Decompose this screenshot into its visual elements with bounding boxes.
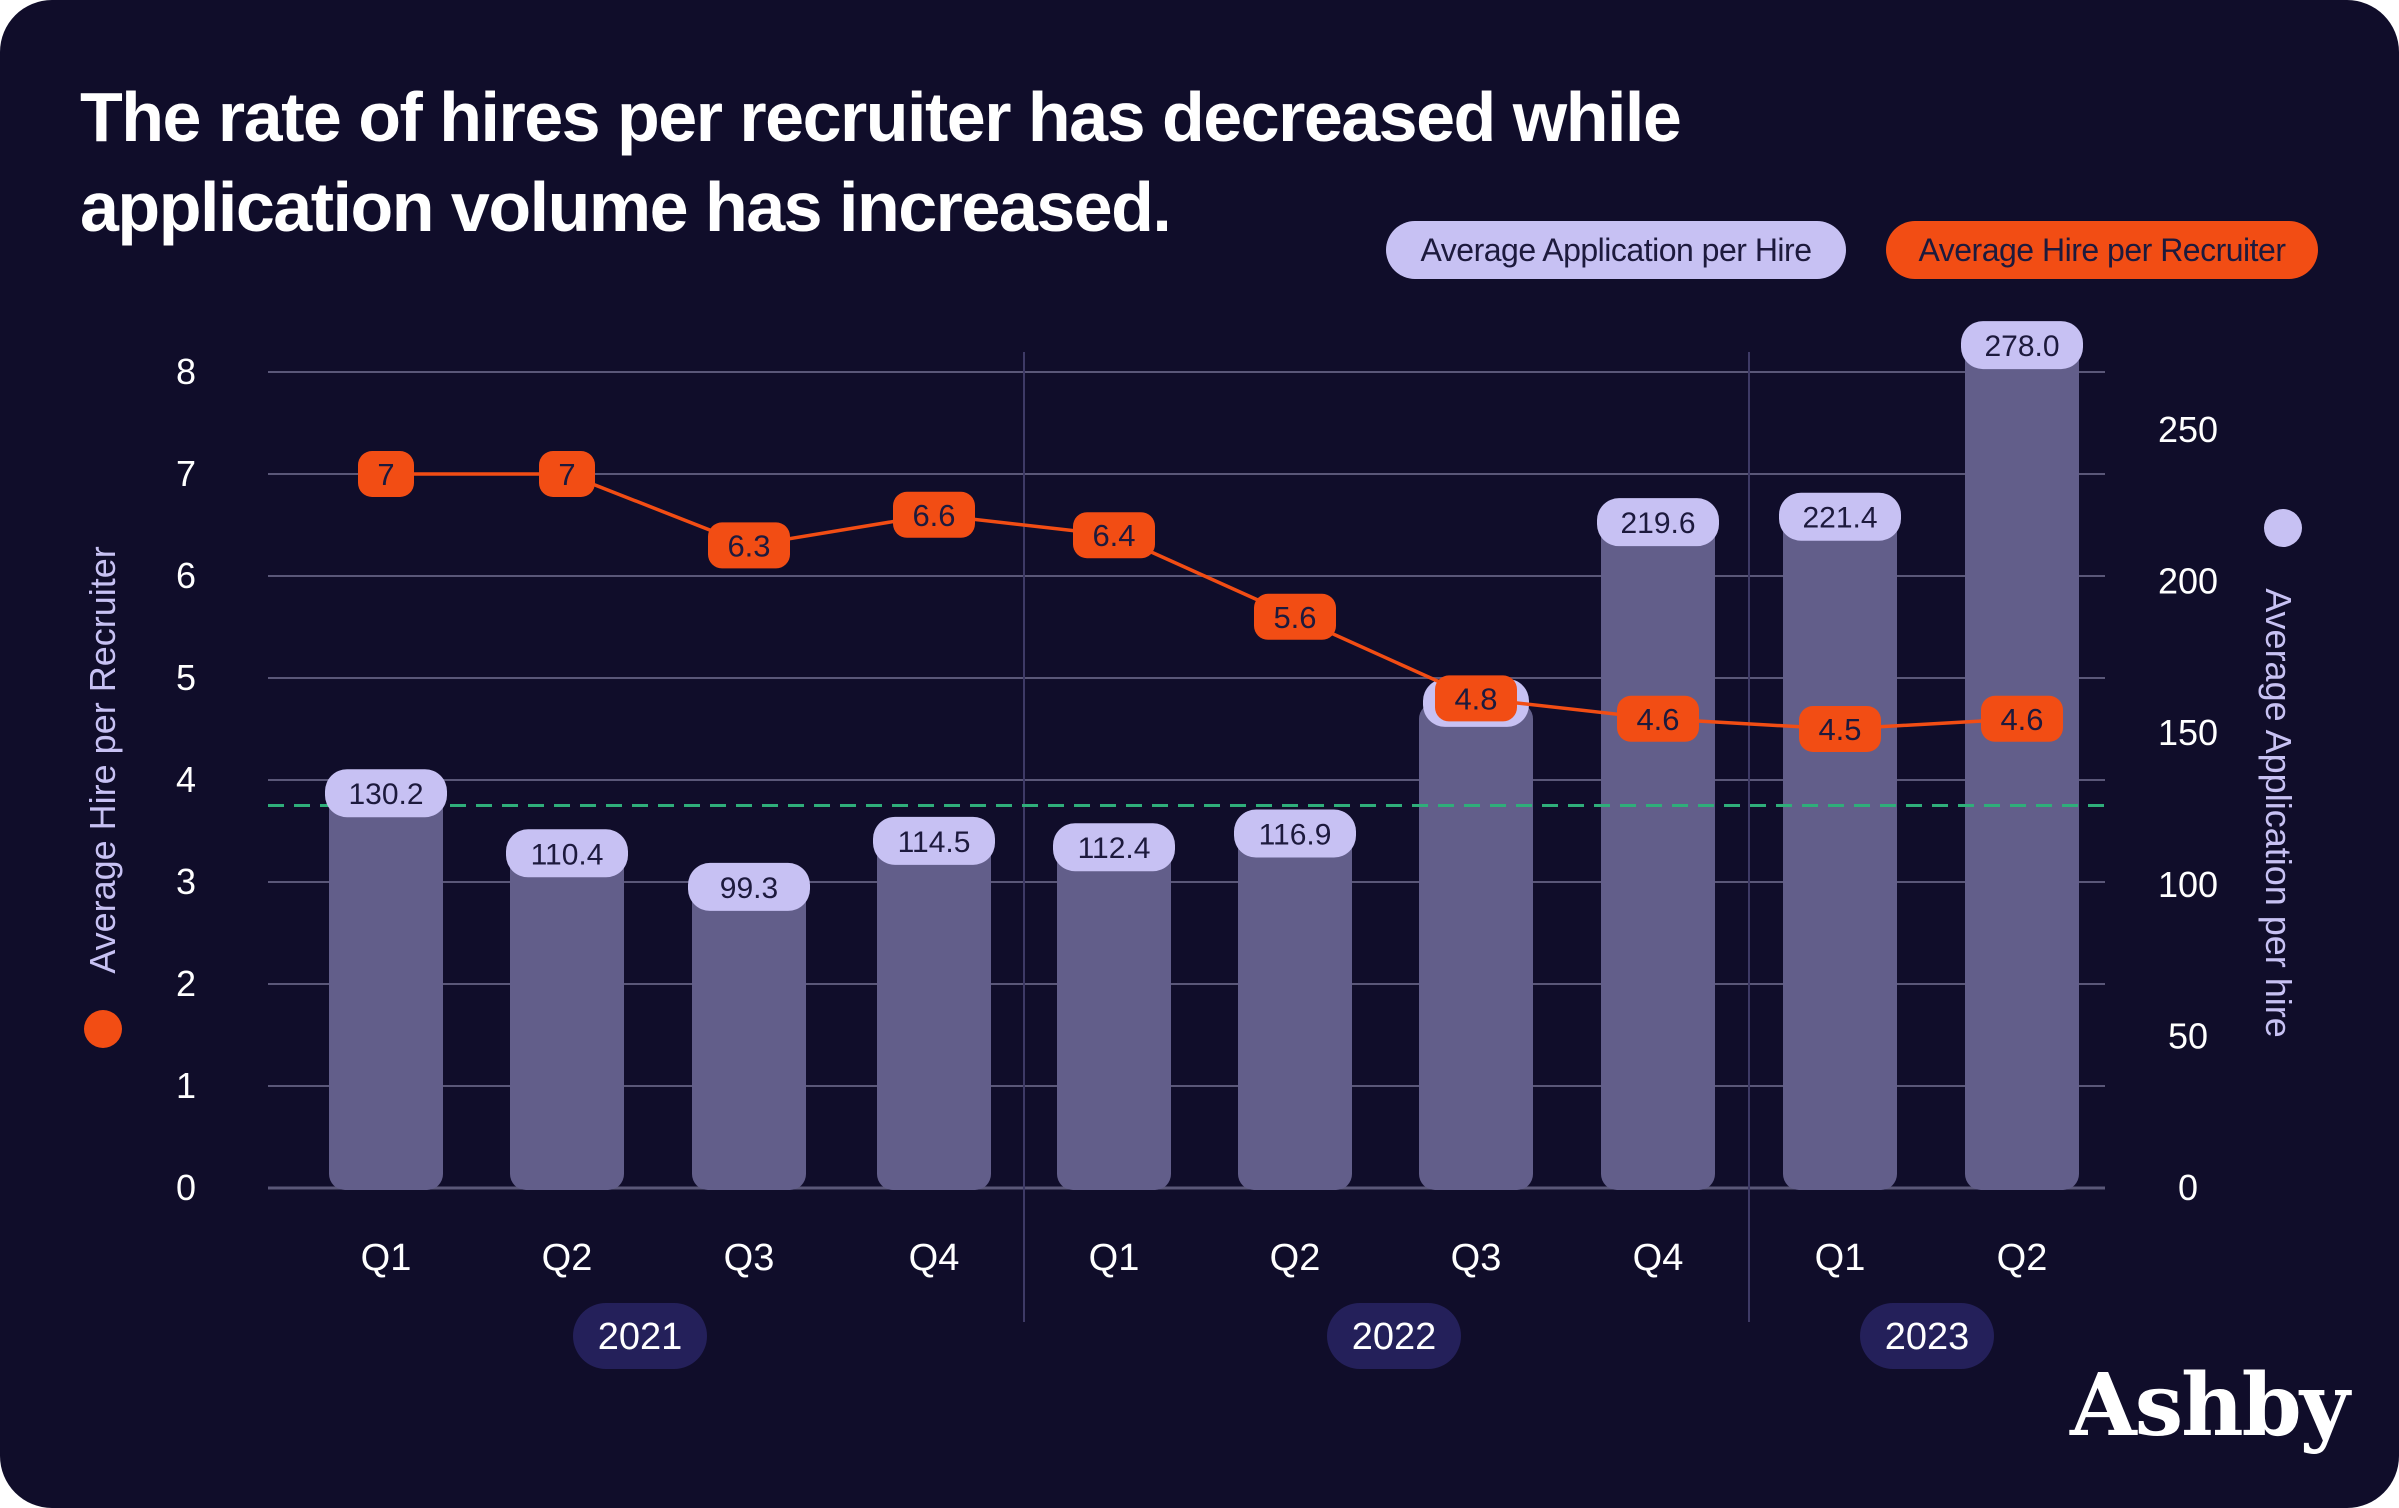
hire-line xyxy=(386,472,2023,731)
title-line-1: The rate of hires per recruiter has decr… xyxy=(80,78,1682,156)
year-pill xyxy=(573,1303,707,1369)
hire-point-pill xyxy=(893,491,975,538)
category-label: Q1 xyxy=(1815,1237,1866,1279)
hire-value-label: 7 xyxy=(377,457,394,492)
left-tick-label: 6 xyxy=(176,555,196,596)
left-tick-label: 4 xyxy=(176,759,196,800)
hire-point-pill xyxy=(358,451,414,497)
bar xyxy=(329,793,443,1190)
left-tick-label: 5 xyxy=(176,657,196,698)
left-tick-label: 1 xyxy=(176,1065,196,1106)
hire-point-pill xyxy=(1617,695,1699,742)
category-label: Q3 xyxy=(1451,1237,1502,1279)
hire-value-label: 6.4 xyxy=(1092,518,1135,553)
year-label: 2023 xyxy=(1885,1316,1970,1358)
bar-label-pill xyxy=(506,829,628,878)
title-line-2: application volume has increased. xyxy=(80,168,1172,246)
year-label: 2022 xyxy=(1352,1316,1437,1358)
bar xyxy=(1965,345,2079,1190)
bar-label-pill xyxy=(1597,498,1719,547)
bar-label-pill xyxy=(325,769,447,818)
left-axis-marker xyxy=(84,1010,122,1048)
bar xyxy=(1783,516,1897,1190)
bar xyxy=(1238,833,1352,1190)
hire-value-label: 4.6 xyxy=(1636,702,1679,737)
year-pill xyxy=(1327,1303,1461,1369)
year-label: 2021 xyxy=(598,1316,683,1358)
right-axis-title: Average Application per hire xyxy=(2258,588,2299,1038)
hire-point-pill xyxy=(539,451,595,497)
right-tick-label: 250 xyxy=(2158,409,2218,450)
bar-value-label: 99.3 xyxy=(720,872,778,905)
chart-title: The rate of hires per recruiter has decr… xyxy=(80,72,1780,252)
bar-label-pill xyxy=(873,816,995,865)
left-tick-label: 3 xyxy=(176,861,196,902)
bar-value-label: 114.5 xyxy=(898,826,971,859)
hire-point-pill xyxy=(1981,695,2063,742)
left-tick-label: 0 xyxy=(176,1167,196,1208)
right-axis-marker xyxy=(2264,509,2302,547)
bar xyxy=(877,840,991,1190)
legend-applications: Average Application per Hire xyxy=(1386,221,1846,279)
bar xyxy=(510,853,624,1190)
bar-label-pill xyxy=(1961,321,2083,370)
year-pill xyxy=(1860,1303,1994,1369)
hire-point-pill xyxy=(708,522,790,569)
hire-value-label: 4.5 xyxy=(1818,712,1861,747)
right-tick-label: 100 xyxy=(2158,864,2218,905)
bar xyxy=(1057,847,1171,1190)
right-tick-label: 200 xyxy=(2158,561,2218,602)
hire-value-label: 7 xyxy=(558,457,575,492)
hire-value-label: 6.3 xyxy=(727,528,770,563)
left-axis-title: Average Hire per Recruiter xyxy=(82,546,123,974)
left-tick-label: 2 xyxy=(176,963,196,1004)
hire-value-label: 4.8 xyxy=(1454,681,1497,716)
bar-value-label: 110.4 xyxy=(531,838,604,871)
hire-point-pill xyxy=(1254,593,1336,640)
bar-label-pill xyxy=(1053,823,1175,872)
bar-value-label: 112.4 xyxy=(1078,832,1151,865)
category-label: Q2 xyxy=(542,1237,593,1279)
category-label: Q3 xyxy=(724,1237,775,1279)
category-label: Q2 xyxy=(1270,1237,1321,1279)
right-tick-label: 0 xyxy=(2178,1167,2198,1208)
bar xyxy=(1601,522,1715,1190)
category-label: Q4 xyxy=(1633,1237,1684,1279)
left-tick-label: 8 xyxy=(176,351,196,392)
hire-value-label: 6.6 xyxy=(912,498,955,533)
bar-value-label: 278.0 xyxy=(1984,330,2059,363)
category-label: Q1 xyxy=(361,1237,412,1279)
left-tick-label: 7 xyxy=(176,453,196,494)
category-label: Q2 xyxy=(1997,1237,2048,1279)
category-label: Q4 xyxy=(909,1237,960,1279)
bar xyxy=(692,886,806,1190)
hire-value-label: 5.6 xyxy=(1273,600,1316,635)
bar-value-label: 219.6 xyxy=(1620,507,1695,540)
ashby-logo: Ashby xyxy=(2070,1355,2350,1456)
bar-value-label: 116.9 xyxy=(1259,819,1332,852)
bar-label-pill xyxy=(688,862,810,911)
hire-point-pill xyxy=(1799,706,1881,752)
hire-point-pill xyxy=(1435,675,1517,722)
category-label: Q1 xyxy=(1089,1237,1140,1279)
hire-value-label: 4.6 xyxy=(2000,702,2043,737)
bar-value-label: 221.4 xyxy=(1802,502,1877,535)
right-tick-label: 50 xyxy=(2168,1015,2208,1056)
right-tick-label: 150 xyxy=(2158,712,2218,753)
legend-hires: Average Hire per Recruiter xyxy=(1886,221,2318,279)
bar-label-pill xyxy=(1234,809,1356,858)
bar xyxy=(1419,702,1533,1190)
bar-label-pill xyxy=(1779,492,1901,541)
hire-point-pill xyxy=(1073,512,1155,559)
bar-value-label: 130.2 xyxy=(348,778,423,811)
